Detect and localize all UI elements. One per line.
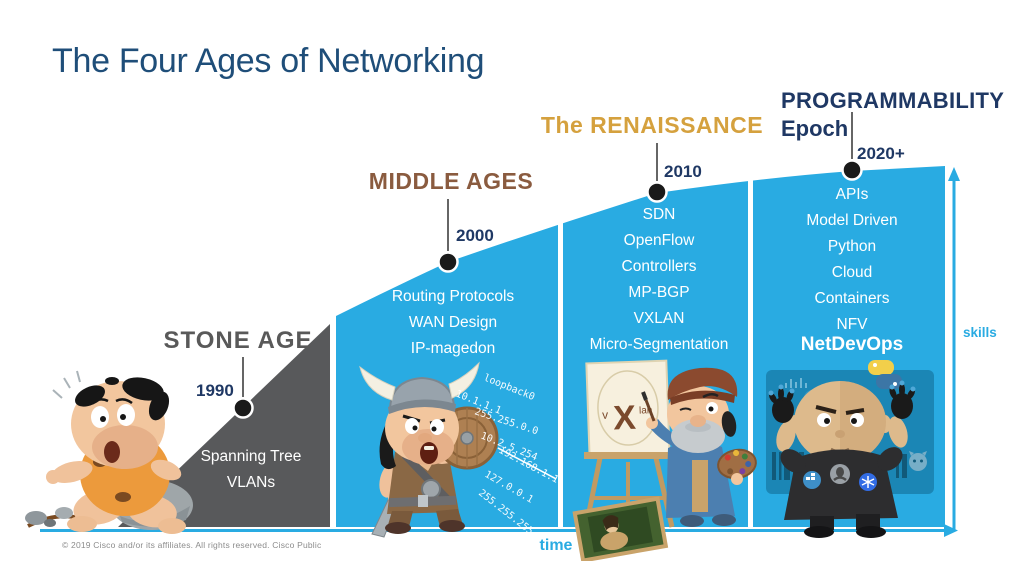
dot-1990 [232,397,254,419]
era-item: VXLAN [633,310,685,327]
era-label-programmability: PROGRAMMABILITY [781,88,1005,113]
viking-illustration [359,361,499,538]
era-item: SDN [642,206,676,223]
dot-2020 [841,159,863,181]
y-axis-label: skills [963,325,997,340]
era-item: Cloud [831,264,873,281]
era-item: IP-magedon [410,340,496,357]
era-item: OpenFlow [623,232,695,249]
x-axis-label: time [539,537,573,554]
era-item: MP-BGP [628,284,690,301]
era-label-epoch: Epoch [781,116,849,141]
cisco-logo-bars-icon [785,378,807,388]
python-logo-icon [868,360,902,389]
divider-programmability [748,174,753,527]
year-2020: 2020+ [857,144,905,163]
dot-2010 [646,181,668,203]
era-item: NFV [836,316,868,333]
glove-left [768,384,795,423]
skills-axis [948,167,960,530]
era-item: Containers [814,290,890,307]
era-item: APIs [835,186,869,203]
era-item: VLANs [226,474,276,491]
era-item: Spanning Tree [200,448,302,465]
dot-2000 [437,251,459,273]
footer-copyright: © 2019 Cisco and/or its affiliates. All … [62,540,322,550]
era-item: Routing Protocols [391,288,515,305]
era-item: Micro-Segmentation [589,336,729,353]
era-label-renaissance: The RENAISSANCE [540,112,764,138]
era-item: Model Driven [806,212,898,229]
era-item: Python [827,238,877,255]
time-axis [40,524,958,537]
era-label-middle-ages: MIDDLE AGES [368,168,534,194]
year-2000: 2000 [456,226,494,245]
era-label-stone-age: STONE AGE [163,327,313,354]
era-item: WAN Design [408,314,498,331]
glove-right [889,380,916,419]
era-callouts [242,112,853,397]
caveman-illustration [25,370,193,534]
renaissance-items: SDN OpenFlow Controllers MP-BGP VXLAN Mi… [590,202,729,358]
middle-ages-items: Routing Protocols WAN Design IP-magedon [392,284,514,362]
year-1990: 1990 [196,381,234,400]
programmability-items: APIs Model Driven Python Cloud Container… [806,182,897,338]
era-dots [232,159,863,419]
kubernetes-icon [859,473,877,491]
stone-age-items: Spanning Tree VLANs [201,444,302,496]
divider-renaissance [558,218,563,527]
era-item-netdevops: NetDevOps [800,334,904,355]
renaissance-painter-illustration: v X lan [572,359,757,561]
docker-icon [803,471,821,489]
year-2010: 2010 [664,162,702,181]
slide-title: The Four Ages of Networking [52,42,485,80]
easel-canvas-text: v X lan [602,398,654,438]
badge-icon [830,464,850,484]
programmer-illustration [766,360,934,538]
octocat-icon [909,451,927,471]
era-item: Controllers [621,258,697,275]
